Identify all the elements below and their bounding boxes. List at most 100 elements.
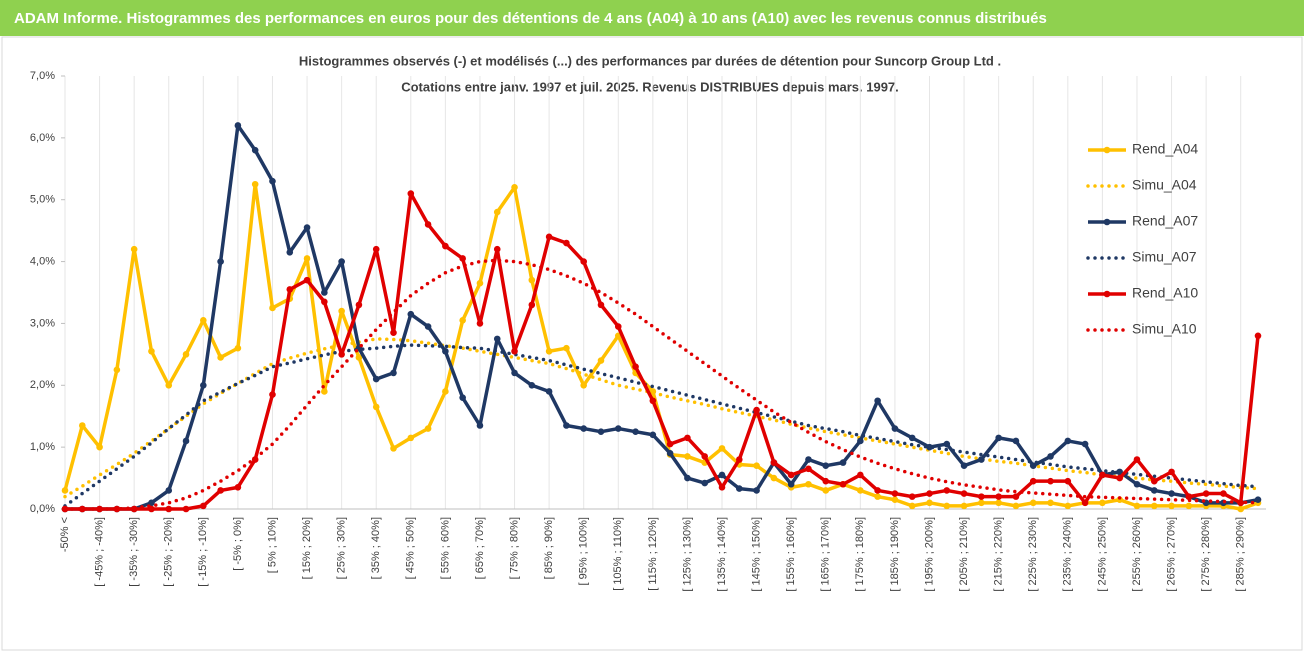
data-point [1029, 499, 1037, 507]
data-point [736, 456, 743, 463]
data-point [459, 317, 466, 324]
data-point [528, 276, 536, 284]
data-point [597, 428, 605, 435]
data-point [1254, 332, 1262, 340]
legend-marker [1103, 218, 1111, 226]
data-point [476, 279, 484, 287]
data-point [528, 301, 536, 309]
data-point [1064, 502, 1072, 510]
data-point [805, 456, 812, 463]
data-point [372, 375, 380, 383]
data-point [78, 505, 86, 513]
x-tick-label: [ 55% ; 60%] [439, 517, 451, 579]
data-point [787, 480, 795, 488]
x-tick-label: [ 225% ; 230%] [1027, 517, 1039, 592]
data-point [614, 425, 622, 432]
data-point [978, 499, 985, 507]
x-tick-label: [ 265% ; 270%] [1165, 517, 1177, 592]
data-point [165, 505, 173, 513]
data-point [839, 480, 847, 488]
data-point [926, 443, 933, 451]
data-point [493, 335, 501, 343]
data-point [908, 493, 916, 500]
data-point [614, 323, 622, 330]
data-point [960, 502, 968, 510]
data-point [891, 496, 899, 504]
data-point [839, 459, 847, 466]
x-tick-label: [ 75% ; 80%] [508, 517, 520, 579]
data-point [303, 255, 311, 262]
legend-label: Simu_A07 [1132, 249, 1197, 265]
data-point [424, 221, 432, 228]
data-point [597, 301, 605, 309]
data-point [476, 320, 484, 327]
x-tick-label: [ -25% ; -20%] [163, 517, 175, 587]
data-point [580, 258, 587, 265]
x-tick-label: [ 175% ; 180%] [854, 517, 866, 592]
x-tick-label: [ 245% ; 250%] [1096, 517, 1108, 592]
data-point [251, 146, 259, 154]
data-point [355, 301, 363, 309]
y-tick-label: 1,0% [30, 441, 55, 453]
data-point [1047, 477, 1054, 485]
data-point [545, 388, 553, 395]
data-point [580, 425, 587, 432]
x-tick-label: [ 275% ; 280%] [1200, 517, 1212, 592]
data-point [390, 329, 397, 337]
data-point [1116, 474, 1123, 482]
data-point [217, 354, 224, 361]
data-point [286, 248, 294, 256]
data-point [338, 307, 345, 315]
x-tick-label: [ -15% ; -10%] [197, 517, 209, 587]
data-point [130, 245, 138, 253]
legend-label: Rend_A07 [1132, 213, 1198, 229]
data-point [459, 394, 466, 401]
y-tick-label: 5,0% [30, 194, 55, 206]
data-point [857, 487, 864, 494]
y-tick-label: 3,0% [30, 317, 55, 329]
data-point [372, 245, 380, 253]
data-point [1185, 493, 1193, 500]
data-point [1012, 437, 1020, 445]
data-point [874, 493, 881, 500]
data-point [770, 459, 778, 466]
y-tick-label: 0,0% [30, 503, 55, 515]
data-point [424, 323, 432, 330]
data-point [978, 493, 985, 500]
data-point [1029, 477, 1037, 485]
data-point [545, 347, 553, 355]
x-tick-label: [ 95% ; 100%] [578, 517, 590, 586]
x-tick-label: [ 185% ; 190%] [889, 517, 901, 592]
data-point [926, 490, 933, 497]
data-point [1081, 440, 1089, 448]
x-tick-label: [ 105% ; 110%] [612, 517, 624, 591]
data-point [321, 388, 328, 395]
data-point [960, 490, 968, 497]
data-point [493, 245, 501, 253]
data-point [1099, 471, 1106, 479]
data-point [978, 456, 985, 463]
data-point [1064, 477, 1072, 485]
data-point [113, 505, 121, 513]
x-tick-label: [ 195% ; 200%] [923, 517, 935, 592]
data-point [251, 180, 259, 188]
data-point [718, 471, 726, 479]
data-point [701, 479, 709, 487]
data-point [1168, 490, 1175, 497]
x-tick-label: [ 235% ; 240%] [1062, 517, 1074, 592]
data-point [995, 434, 1002, 442]
data-point [165, 381, 173, 389]
data-point [511, 184, 518, 191]
data-point [1185, 502, 1193, 510]
data-point [407, 310, 415, 318]
chart-border [1, 36, 1303, 651]
data-point [442, 388, 449, 395]
data-point [857, 437, 864, 445]
data-point [200, 381, 207, 389]
data-point [182, 505, 190, 513]
chart-subtitle: Cotations entre janv. 1997 et juil. 2025… [401, 79, 899, 94]
chart-subtitle: Histogrammes observés (-) et modélisés (… [299, 53, 1001, 68]
data-point [597, 357, 605, 364]
data-point [805, 480, 812, 488]
